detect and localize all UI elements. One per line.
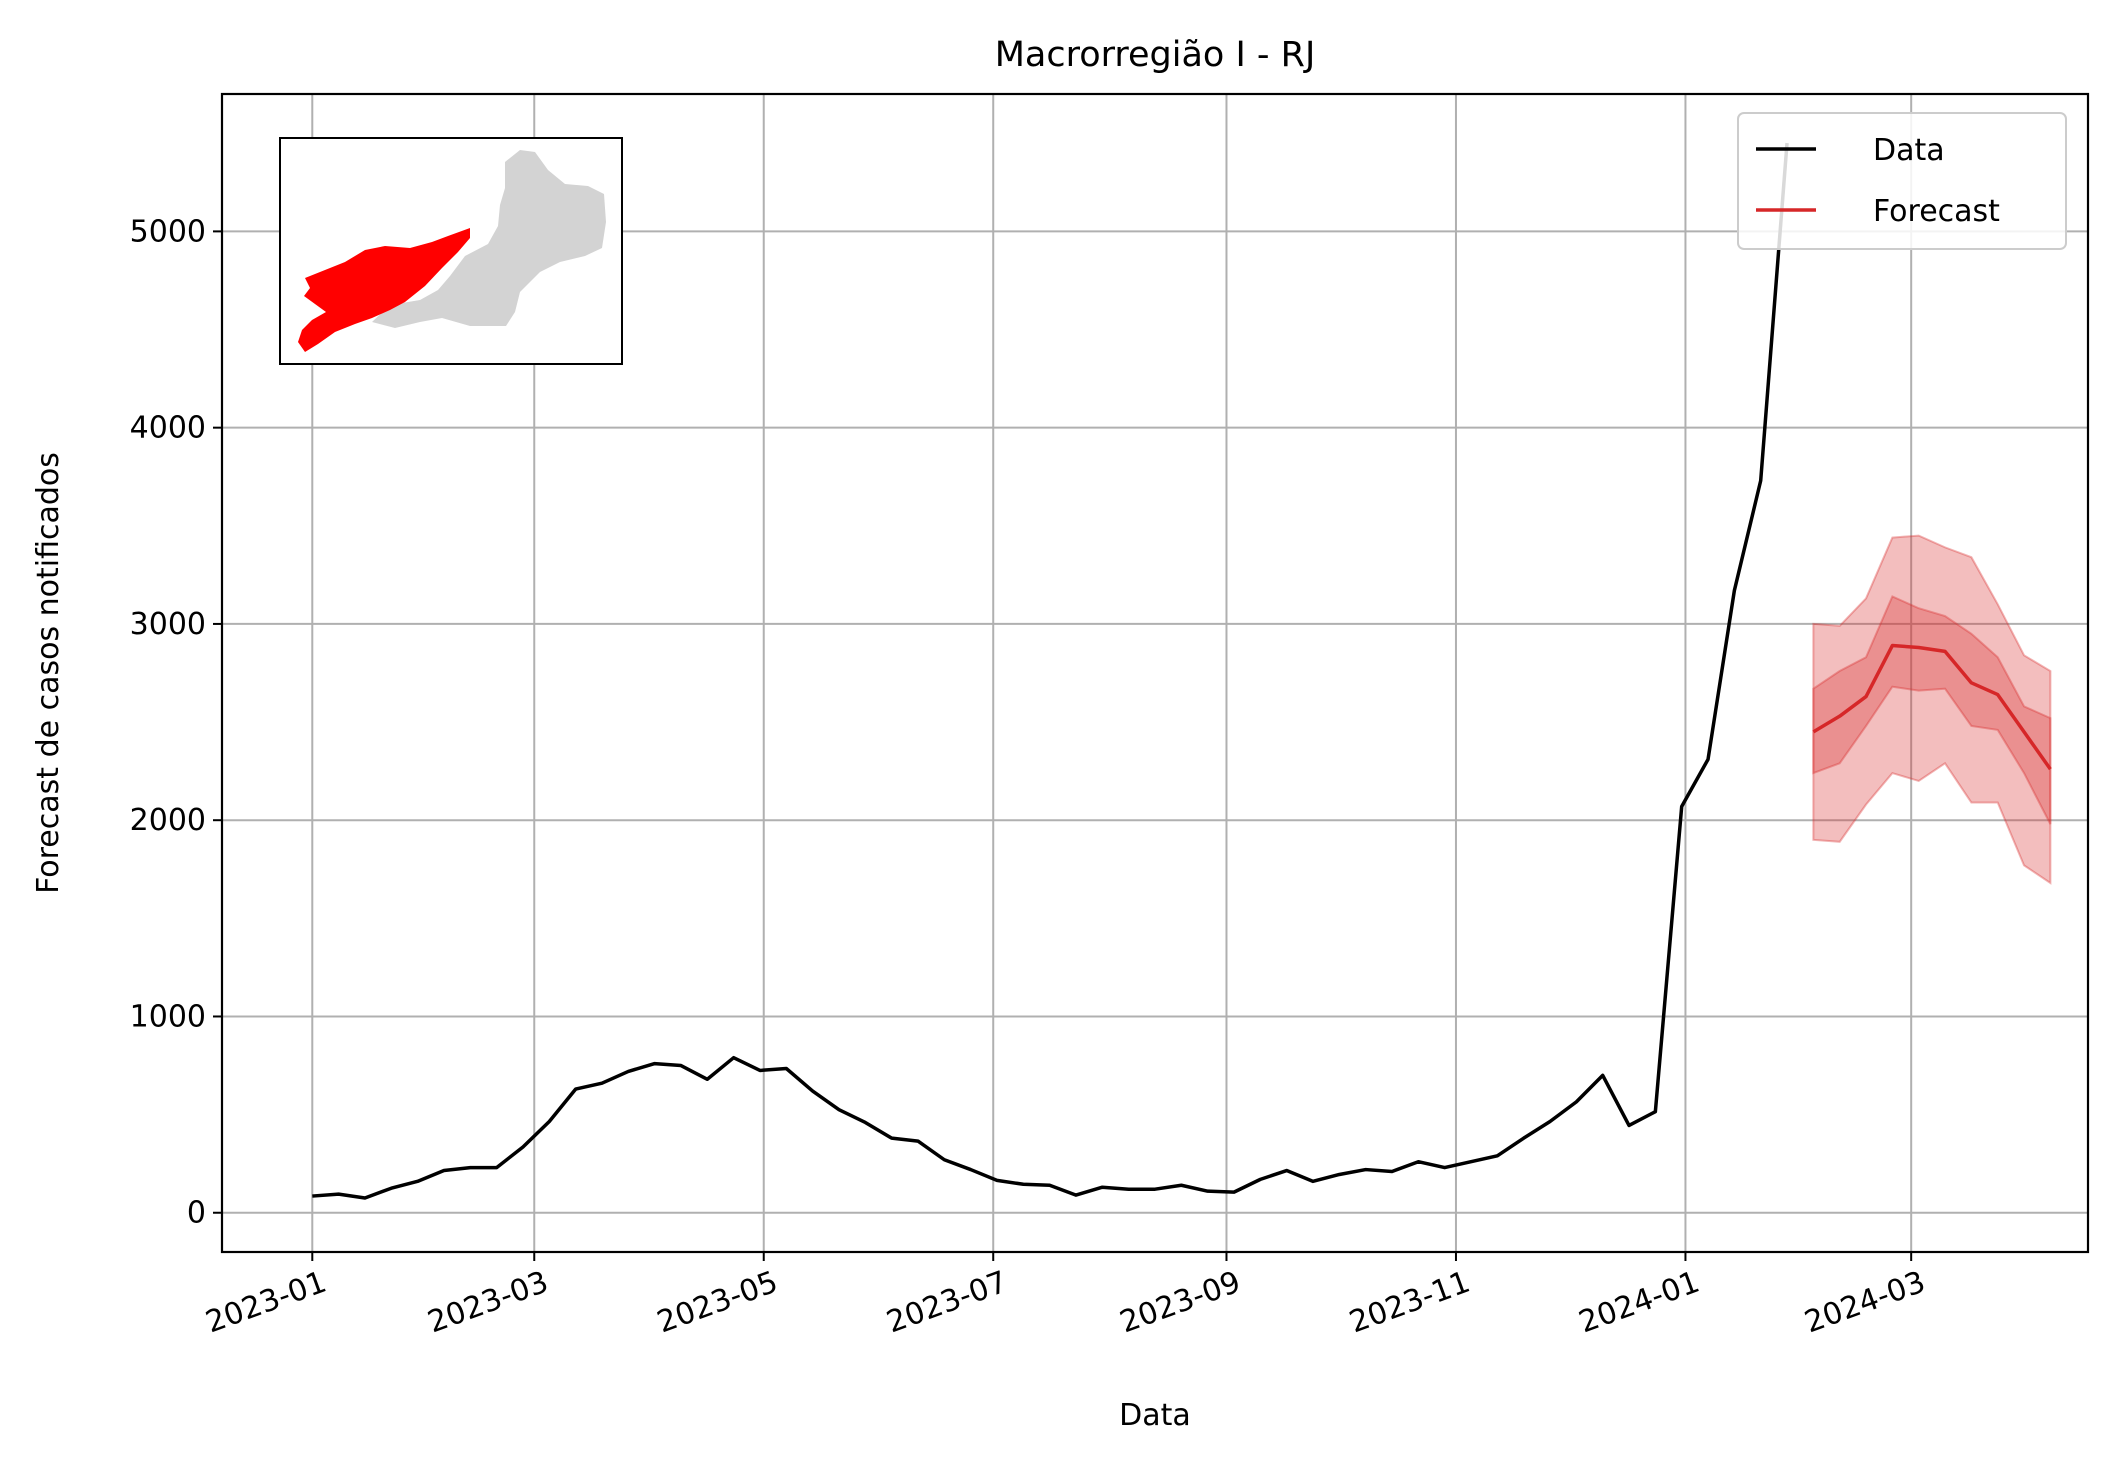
- macrorregiao-highlight: [298, 228, 470, 352]
- axis-ticks: 0 1000 2000 3000 4000 5000 2023-01 2023-03 2023-…: [130, 214, 1930, 1340]
- x-tick-label: 2023-01: [201, 1265, 331, 1341]
- y-tick-label: 3000: [130, 607, 206, 642]
- forecast-bands: [1812, 534, 2052, 885]
- x-tick-label: 2023-11: [1345, 1265, 1475, 1341]
- chart-title: Macrorregião I - RJ: [995, 35, 1316, 75]
- x-tick-label: 2023-09: [1115, 1265, 1245, 1341]
- forecast-outer-band: [1812, 534, 2052, 885]
- x-axis-label: Data: [1119, 1398, 1191, 1433]
- x-tick-label: 2024-03: [1800, 1265, 1930, 1341]
- y-tick-label: 5000: [130, 214, 206, 249]
- rj-state-shape: [372, 150, 606, 328]
- series-lines: [312, 142, 2052, 1200]
- legend-forecast-label: Forecast: [1873, 194, 2000, 229]
- y-tick-label: 2000: [130, 803, 206, 838]
- map-inset: [279, 137, 623, 365]
- y-axis-label: Forecast de casos notificados: [31, 452, 66, 894]
- y-tick-label: 1000: [130, 999, 206, 1034]
- x-tick-label: 2024-01: [1574, 1265, 1704, 1341]
- forecast-inner-band: [1812, 595, 2052, 825]
- y-tick-label: 4000: [130, 411, 206, 446]
- x-tick-label: 2023-03: [423, 1265, 553, 1341]
- legend-data-label: Data: [1873, 133, 1945, 168]
- legend-box: [1737, 112, 2067, 250]
- plot-frame: [220, 92, 2090, 1254]
- y-tick-label: 0: [187, 1196, 206, 1231]
- x-tick-label: 2023-05: [653, 1265, 783, 1341]
- x-tick-label: 2023-07: [882, 1265, 1012, 1341]
- data-series-line: [312, 142, 1789, 1200]
- legend: Data Forecast: [1737, 112, 2067, 250]
- forecast-series-line: [1812, 643, 2052, 771]
